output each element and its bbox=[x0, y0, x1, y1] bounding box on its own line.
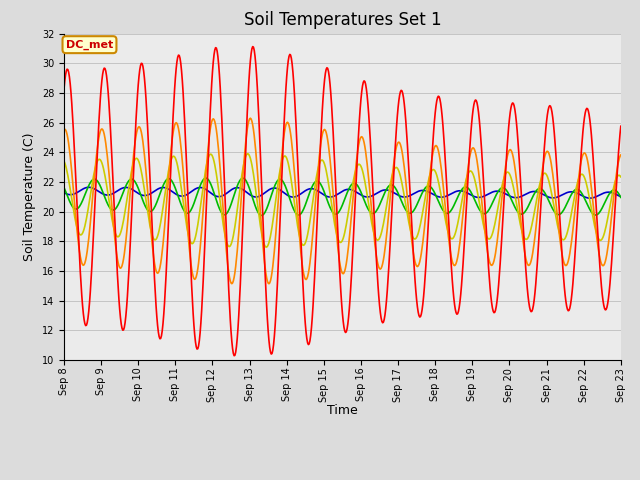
-2cm bbox=[335, 261, 343, 267]
-2cm bbox=[206, 110, 214, 116]
-16cm bbox=[257, 213, 265, 218]
-4cm bbox=[60, 127, 68, 132]
-4cm bbox=[265, 281, 273, 287]
-4cm bbox=[568, 240, 575, 246]
-32cm bbox=[444, 193, 451, 199]
-16cm bbox=[60, 184, 68, 190]
Line: -16cm: -16cm bbox=[64, 178, 621, 216]
-16cm bbox=[207, 181, 215, 187]
-2cm bbox=[390, 177, 397, 182]
Title: Soil Temperatures Set 1: Soil Temperatures Set 1 bbox=[244, 11, 441, 29]
-32cm bbox=[183, 192, 191, 197]
-4cm bbox=[390, 163, 397, 169]
-32cm bbox=[389, 189, 397, 195]
-8cm bbox=[617, 174, 625, 180]
-2cm bbox=[230, 353, 238, 359]
Line: -32cm: -32cm bbox=[64, 187, 621, 198]
-8cm bbox=[263, 244, 271, 250]
-2cm bbox=[445, 213, 452, 218]
-8cm bbox=[335, 239, 343, 244]
-32cm bbox=[60, 190, 68, 195]
-4cm bbox=[206, 127, 214, 132]
Text: DC_met: DC_met bbox=[66, 39, 113, 50]
-8cm bbox=[60, 158, 68, 164]
-4cm bbox=[445, 233, 452, 239]
-4cm bbox=[617, 152, 625, 158]
-32cm bbox=[617, 194, 625, 200]
-32cm bbox=[586, 195, 594, 201]
-16cm bbox=[445, 210, 452, 216]
Line: -8cm: -8cm bbox=[64, 154, 621, 247]
-32cm bbox=[85, 184, 93, 190]
-32cm bbox=[335, 191, 342, 196]
-8cm bbox=[390, 168, 397, 174]
-8cm bbox=[568, 211, 575, 216]
-16cm bbox=[335, 208, 343, 214]
-16cm bbox=[202, 175, 209, 181]
-4cm bbox=[246, 115, 254, 121]
-16cm bbox=[617, 194, 625, 200]
-16cm bbox=[182, 210, 190, 216]
-8cm bbox=[445, 230, 452, 236]
-2cm bbox=[249, 44, 257, 49]
-8cm bbox=[244, 151, 252, 156]
-2cm bbox=[568, 296, 575, 302]
-8cm bbox=[182, 220, 190, 226]
-32cm bbox=[207, 190, 215, 196]
-16cm bbox=[390, 183, 397, 189]
Y-axis label: Soil Temperature (C): Soil Temperature (C) bbox=[23, 132, 36, 261]
-32cm bbox=[566, 189, 574, 195]
Line: -4cm: -4cm bbox=[64, 118, 621, 284]
Line: -2cm: -2cm bbox=[64, 47, 621, 356]
-16cm bbox=[568, 192, 575, 197]
-2cm bbox=[617, 123, 625, 129]
-2cm bbox=[60, 86, 68, 92]
-8cm bbox=[206, 151, 214, 157]
-4cm bbox=[182, 207, 190, 213]
-4cm bbox=[335, 257, 343, 263]
X-axis label: Time: Time bbox=[327, 405, 358, 418]
-2cm bbox=[182, 153, 190, 159]
